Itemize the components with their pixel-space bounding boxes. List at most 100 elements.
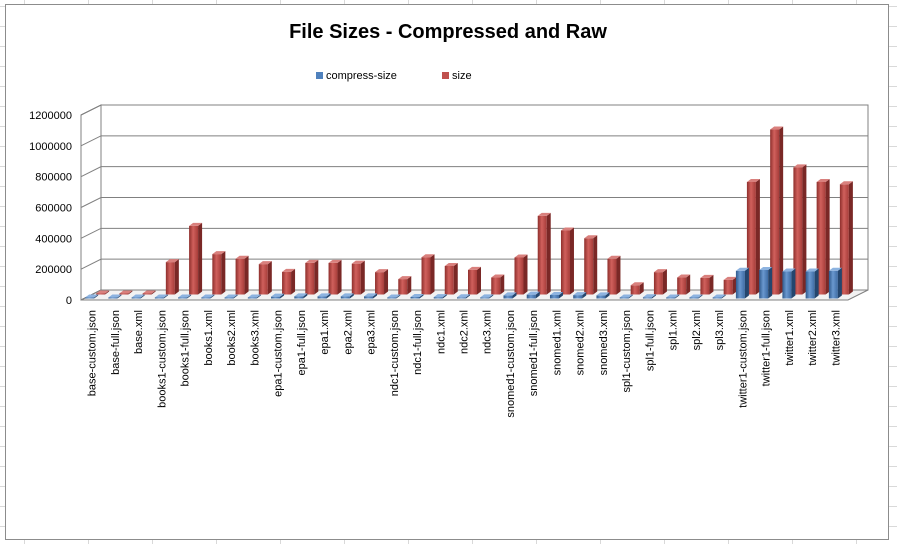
x-tick-label: twitter3.xml: [830, 310, 842, 366]
bar-compress-size-side: [466, 294, 470, 299]
x-tick-label: spl3.xml: [714, 310, 726, 350]
bar-compress-size-top: [178, 294, 192, 298]
y-tick-label: 800000: [35, 172, 72, 184]
x-tick-label: twitter1-full.json: [761, 310, 773, 386]
bar-compress-size-front: [178, 297, 188, 299]
x-axis-labels: base-custom.json base-full.json base.xml bo…: [87, 310, 843, 418]
bar-compress-size-front: [247, 297, 257, 299]
bar-compress-size: [317, 293, 331, 299]
bar-compress-size: [759, 266, 773, 299]
bar-compress-size-top: [642, 294, 656, 298]
bar-size-side: [174, 259, 179, 295]
bar-compress-size-side: [558, 291, 563, 299]
bar-compress-size-top: [364, 293, 378, 297]
legend-label-size: size: [452, 70, 472, 82]
bar-compress-size: [387, 294, 401, 299]
bar-size-top: [189, 222, 203, 226]
bar-compress-size-side: [256, 294, 261, 299]
bar-compress-size-side: [535, 291, 540, 299]
bar-compress-size-top: [759, 266, 773, 270]
bar-compress-size-top: [735, 267, 749, 271]
bar-size-front: [584, 238, 594, 295]
bar-compress-size-front: [666, 297, 676, 299]
bar-size-top: [677, 274, 691, 278]
bar-size: [560, 227, 574, 295]
gridline: [80, 135, 868, 147]
bar-size-top: [514, 254, 528, 258]
bar-size: [96, 290, 110, 295]
bar-compress-size-side: [373, 293, 378, 299]
bar-compress-size: [271, 293, 285, 299]
bar-size: [491, 274, 505, 295]
bar-size: [816, 178, 830, 295]
bar-size-side: [128, 290, 133, 295]
bar-size-side: [430, 254, 435, 295]
bar-compress-size-side: [94, 294, 99, 299]
bar-compress-size-front: [317, 296, 327, 299]
bar-size-front: [96, 293, 106, 295]
x-tick-label: books3.xml: [249, 310, 261, 366]
bar-size-front: [630, 285, 640, 295]
bar-size-front: [677, 277, 687, 295]
bar-compress-size-side: [117, 294, 122, 299]
bar-compress-size: [201, 294, 215, 299]
bar-size: [793, 164, 807, 295]
x-tick-label: ndc1.xml: [435, 310, 447, 354]
bar-compress-size-front: [480, 297, 490, 299]
bar-size-side: [267, 261, 272, 295]
bar-size-top: [584, 235, 598, 239]
bar-size-top: [282, 268, 296, 272]
bar-size-side: [732, 276, 737, 295]
bar-compress-size-top: [805, 268, 819, 272]
bar-compress-size-top: [619, 294, 633, 298]
bar-size-front: [421, 257, 431, 295]
bar-compress-size-top: [410, 293, 424, 297]
bar-compress-size-side: [489, 294, 494, 299]
bar-compress-size: [596, 292, 610, 299]
bar-size-front: [514, 257, 524, 295]
bar-compress-size-side: [419, 293, 424, 299]
bar-size-front: [560, 230, 570, 295]
bar-compress-size-top: [340, 293, 354, 297]
chart-area[interactable]: File Sizes - Compressed and Raw compress…: [5, 4, 889, 540]
bar-compress-size-front: [85, 297, 95, 299]
bar-compress-size-top: [549, 291, 563, 295]
bar-compress-size: [294, 293, 308, 299]
bar-compress-size-side: [582, 292, 587, 299]
bar-compress-size-front: [224, 297, 234, 299]
bar-compress-size-top: [573, 292, 587, 296]
bar-compress-size-top: [433, 294, 447, 298]
bar-compress-size-front: [433, 297, 443, 299]
bar-compress-size-top: [224, 294, 238, 298]
bar-compress-size-front: [294, 296, 304, 299]
bar-size-side: [593, 235, 598, 295]
bar-size: [537, 212, 551, 295]
bar-compress-size: [131, 294, 145, 299]
bar-compress-size-front: [503, 295, 513, 299]
gridline: [80, 197, 868, 208]
bar-size-side: [291, 268, 296, 295]
bar-size-side: [802, 164, 807, 295]
bar-compress-size-side: [791, 268, 796, 299]
bar-compress-size-side: [814, 268, 819, 299]
bar-compress-size-front: [410, 296, 420, 299]
legend-swatch-size: [442, 72, 449, 79]
bar-compress-size-front: [619, 297, 629, 299]
bar-size-side: [337, 259, 342, 295]
y-axis-ticks: 0 200000 400000 600000 800000 1000000 1200000: [29, 110, 72, 307]
bar-size: [723, 276, 737, 295]
bar-size-front: [537, 215, 547, 295]
bar-size: [444, 262, 458, 295]
y-tick-label: 600000: [35, 203, 72, 215]
gridline: [80, 227, 868, 239]
bar-size: [839, 181, 853, 295]
bar-size-front: [351, 263, 361, 295]
bar-size-front: [328, 262, 338, 295]
bar-size-side: [616, 255, 621, 295]
bar-size-front: [375, 272, 385, 295]
bar-compress-size: [108, 294, 122, 299]
bar-size: [305, 259, 319, 295]
bar-compress-size-top: [480, 294, 494, 298]
bar-size-top: [700, 274, 714, 278]
bar-compress-size-front: [689, 297, 699, 299]
